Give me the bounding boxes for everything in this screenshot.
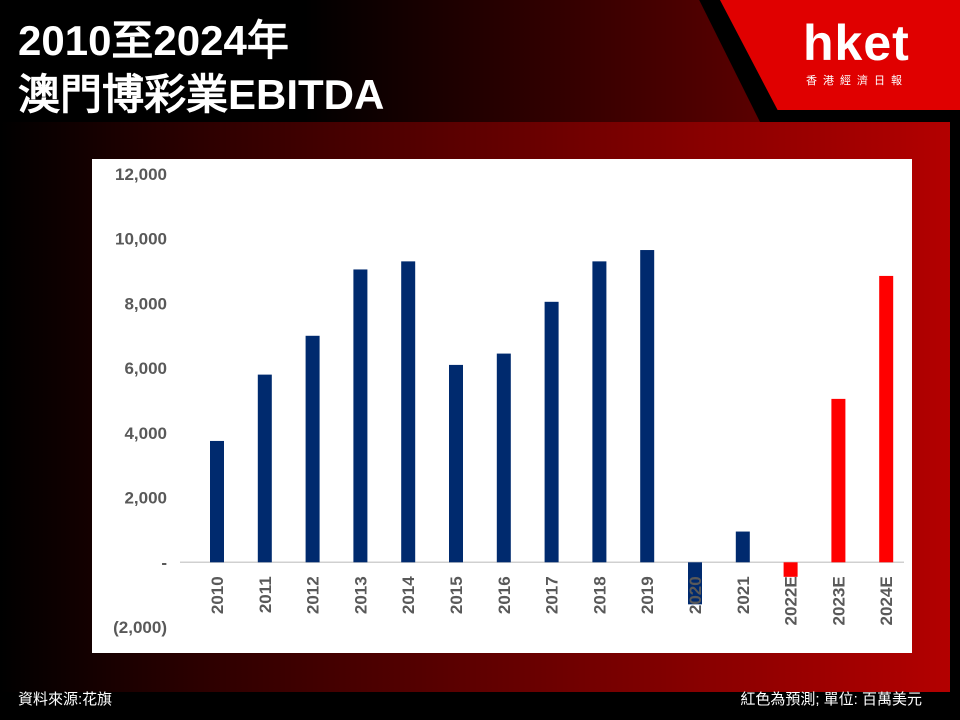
bar-2015 — [449, 364, 463, 563]
chart-panel: (2,000) - 2,000 4,000 6,000 8,000 10,000 12,000… — [92, 159, 912, 653]
y-tick-label: 8,000 — [124, 294, 167, 313]
x-tick-label: 2024E — [877, 576, 896, 625]
hket-logo-subtitle: 香港經濟日報 — [806, 75, 908, 87]
x-tick-label: 2020 — [686, 576, 705, 614]
bar-2020 — [688, 562, 702, 605]
bar-2012 — [305, 335, 320, 563]
title-line-2: 澳門博彩業EBITDA — [18, 71, 385, 118]
source-note: 資料來源:花旗 — [18, 691, 113, 708]
x-tick-label: 2011 — [256, 576, 275, 613]
y-tick-label: 10,000 — [115, 230, 167, 249]
bar-2018 — [592, 261, 607, 563]
bar-2021 — [735, 531, 750, 563]
x-tick-label: 2018 — [590, 576, 609, 614]
bar-2022E — [783, 562, 798, 577]
x-tick-label: 2015 — [447, 576, 466, 614]
x-tick-label: 2013 — [351, 576, 370, 614]
y-tick-label: - — [161, 553, 167, 572]
bar-2016 — [496, 353, 511, 563]
y-tick-label: 12,000 — [115, 165, 167, 184]
x-tick-label: 2012 — [304, 576, 323, 614]
unit-note: 紅色為預測; 單位: 百萬美元 — [740, 691, 922, 708]
bar-2010 — [210, 440, 224, 563]
background-edge — [950, 122, 960, 692]
bar-2024E — [879, 275, 894, 563]
x-tick-label: 2016 — [495, 576, 514, 614]
y-tick-label: (2,000) — [113, 618, 167, 637]
x-tick-label: 2022E — [782, 576, 801, 625]
x-tick-label: 2023E — [829, 576, 848, 625]
bar-2014 — [401, 261, 416, 563]
header-band — [0, 0, 760, 122]
x-tick-label: 2017 — [543, 576, 562, 614]
bar-2011 — [257, 374, 272, 563]
x-tick-label: 2021 — [734, 576, 753, 614]
y-tick-label: 4,000 — [124, 424, 167, 443]
x-tick-label: 2010 — [208, 576, 227, 614]
hket-logo: hket — [803, 15, 910, 71]
x-tick-label: 2019 — [638, 576, 657, 614]
bar-2013 — [353, 269, 368, 563]
bar-2023E — [831, 398, 846, 563]
x-tick-label: 2014 — [399, 576, 418, 614]
title-line-1: 2010至2024年 — [18, 17, 289, 64]
bar-2019 — [640, 250, 655, 563]
bar-2017 — [544, 301, 559, 563]
y-tick-label: 6,000 — [124, 359, 167, 378]
y-tick-label: 2,000 — [124, 489, 167, 508]
page-title: 2010至2024年 澳門博彩業EBITDA — [18, 14, 384, 122]
bar-chart: (2,000) - 2,000 4,000 6,000 8,000 10,000 12,000… — [113, 165, 904, 637]
